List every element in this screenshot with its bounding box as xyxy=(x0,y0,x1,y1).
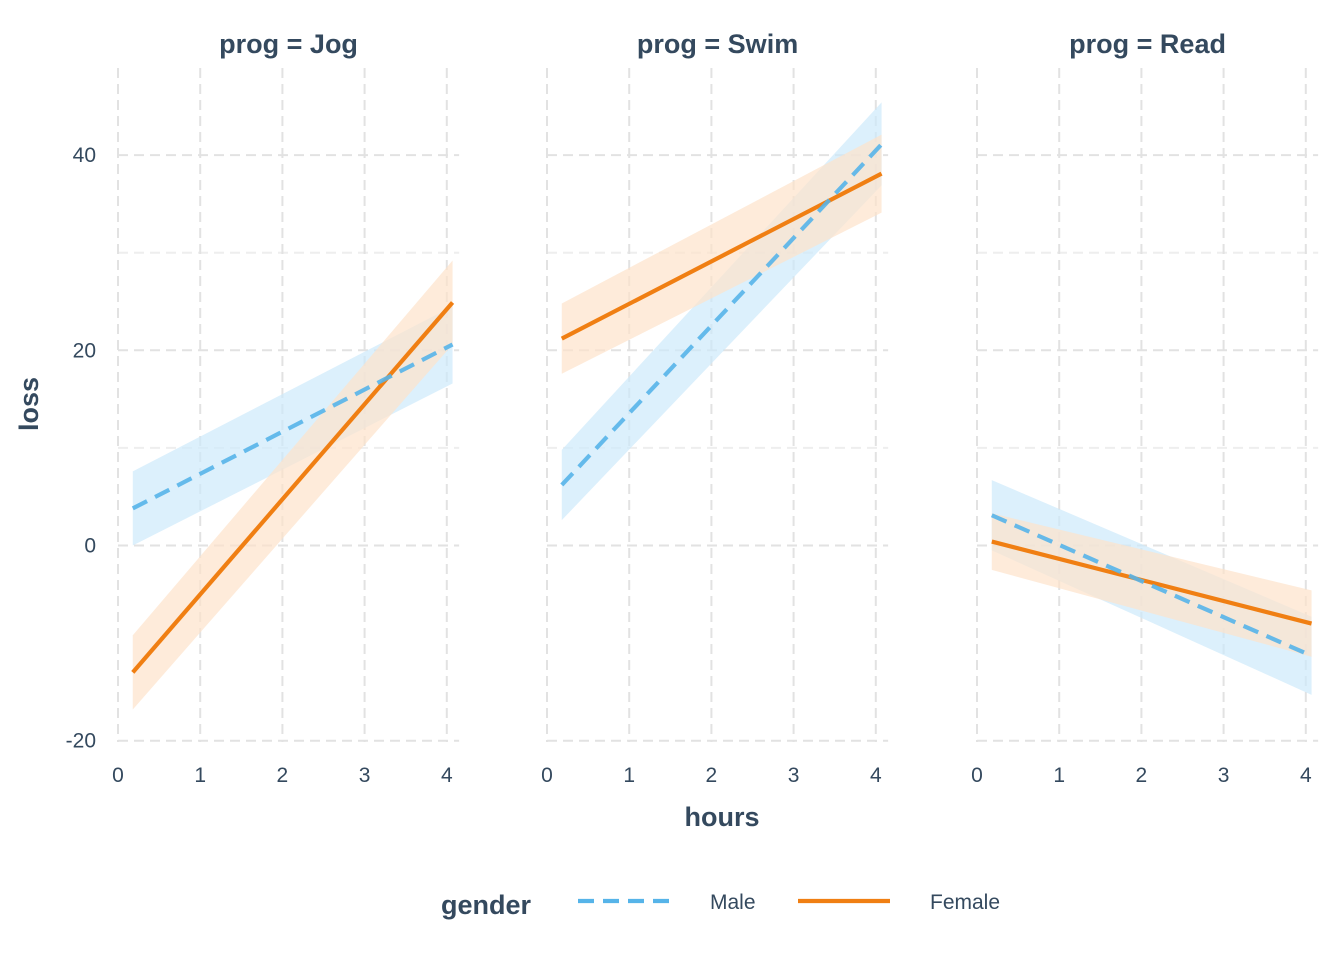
panel-title-1: prog = Swim xyxy=(637,29,798,59)
x-tick-label: 1 xyxy=(623,764,635,787)
series-line-male xyxy=(131,342,454,511)
x-tick-label: 4 xyxy=(441,764,453,787)
series-line-female xyxy=(131,301,455,674)
panel-title-2: prog = Read xyxy=(1069,29,1226,59)
x-tick-label: 1 xyxy=(1053,764,1065,787)
x-tick-label: 3 xyxy=(788,764,800,787)
panel-title-0: prog = Jog xyxy=(219,29,358,59)
legend-label-male: Male xyxy=(710,891,756,914)
y-tick-label: 40 xyxy=(73,144,96,167)
x-tick-label: 2 xyxy=(277,764,289,787)
y-tick-label: 20 xyxy=(73,339,96,362)
x-tick-label: 4 xyxy=(870,764,882,787)
x-tick-label: 1 xyxy=(194,764,206,787)
x-tick-label: 0 xyxy=(541,764,553,787)
legend-title: gender xyxy=(441,890,532,920)
x-axis-title: hours xyxy=(684,802,759,832)
y-axis-title: loss xyxy=(14,377,44,431)
x-tick-label: 4 xyxy=(1300,764,1312,787)
legend-label-female: Female xyxy=(930,891,1000,914)
y-tick-label: 0 xyxy=(84,535,96,558)
x-tick-label: 2 xyxy=(706,764,718,787)
x-tick-label: 2 xyxy=(1136,764,1148,787)
series-line-male xyxy=(990,513,1313,658)
x-tick-label: 0 xyxy=(112,764,124,787)
series-line-female xyxy=(991,539,1313,626)
x-tick-label: 0 xyxy=(971,764,983,787)
series-line-male xyxy=(560,142,884,487)
x-tick-label: 3 xyxy=(359,764,371,787)
y-tick-label: -20 xyxy=(66,730,96,753)
x-tick-label: 3 xyxy=(1218,764,1230,787)
